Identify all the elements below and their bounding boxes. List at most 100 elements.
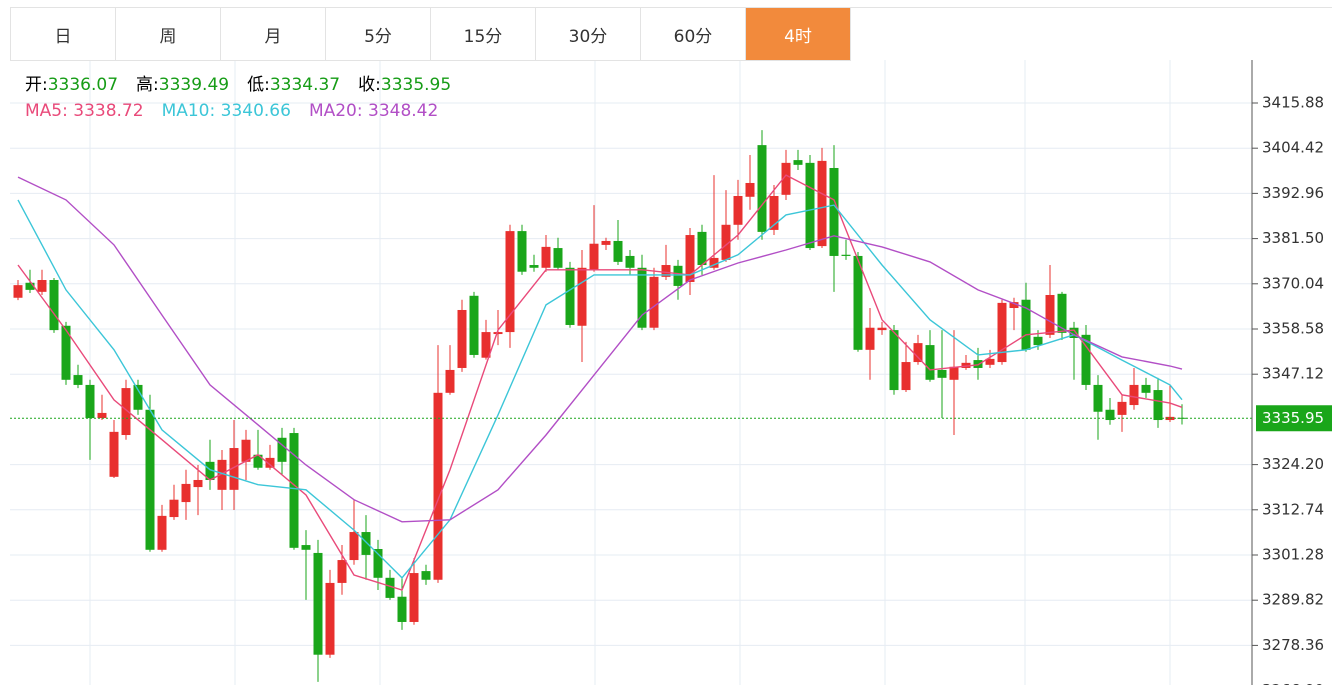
legend-item: MA10: 3340.66 xyxy=(162,98,291,124)
period-tab[interactable]: 5分 xyxy=(326,8,431,61)
period-tab[interactable]: 15分 xyxy=(431,8,536,61)
candle-body xyxy=(109,431,119,477)
candle-body xyxy=(625,255,635,268)
candle-body xyxy=(13,285,23,298)
candle-body xyxy=(169,499,179,518)
ohlc-label: 高: xyxy=(136,75,159,95)
candle-body xyxy=(781,162,791,195)
last-price-label: 3335.95 xyxy=(1262,409,1324,427)
candle-body xyxy=(745,182,755,197)
candle-body xyxy=(697,231,707,266)
candle-body xyxy=(913,343,923,363)
period-tab[interactable]: 日 xyxy=(11,8,116,61)
candle-body xyxy=(397,596,407,622)
candle-body xyxy=(901,362,911,391)
candle-body xyxy=(1141,384,1151,393)
ma-line xyxy=(17,199,1183,579)
y-tick-label: 3358.58 xyxy=(1262,319,1324,337)
candle-body xyxy=(817,160,827,247)
legend-item: MA5: 3338.72 xyxy=(25,98,144,124)
legend-value: 3338.72 xyxy=(73,101,144,121)
candle-body xyxy=(265,457,275,468)
candle-body xyxy=(1105,409,1115,421)
y-tick-label: 3347.12 xyxy=(1262,365,1324,383)
period-tab[interactable]: 60分 xyxy=(641,8,746,61)
ohlc-item: 开:3336.07 xyxy=(25,72,118,98)
candle-body xyxy=(637,267,647,328)
info-header: 开:3336.07 高:3339.49 低:3334.37 收:3335.95 MA5… xyxy=(25,72,451,124)
ma-line xyxy=(17,174,1183,591)
y-tick-label: 3278.36 xyxy=(1262,636,1324,654)
candle-body xyxy=(1153,390,1163,421)
y-tick-label: 3324.20 xyxy=(1262,455,1324,473)
candle-body xyxy=(877,327,887,331)
candle-body xyxy=(1081,334,1091,385)
candle-body xyxy=(133,384,143,410)
candle-body xyxy=(445,369,455,393)
candle-body xyxy=(889,330,899,391)
candle-body xyxy=(565,267,575,325)
candle-body xyxy=(481,332,491,358)
candle-body xyxy=(469,295,479,355)
candle-body xyxy=(1069,327,1079,338)
candle-body xyxy=(181,483,191,503)
candle-body xyxy=(733,195,743,225)
candle-body xyxy=(1117,401,1127,415)
ohlc-value: 3334.37 xyxy=(269,75,341,95)
candle-body xyxy=(229,448,239,490)
candle-body xyxy=(985,358,995,365)
y-tick-label: 3404.42 xyxy=(1262,139,1324,157)
candle-body xyxy=(145,409,155,550)
candle-body xyxy=(685,235,695,282)
candle-body xyxy=(361,532,371,555)
ohlc-value: 3336.07 xyxy=(47,75,119,95)
candle-body xyxy=(289,433,299,548)
candle-body xyxy=(25,282,35,290)
candle-body xyxy=(1021,299,1031,350)
candle-body xyxy=(721,224,731,260)
candle-body xyxy=(433,392,443,580)
candle-body xyxy=(997,302,1007,363)
candle-body xyxy=(829,167,839,256)
candle-body xyxy=(301,545,311,550)
candle-body xyxy=(841,254,851,256)
candle-body xyxy=(769,195,779,230)
candle-body xyxy=(613,240,623,262)
candle-body xyxy=(757,145,767,232)
legend-value: 3348.42 xyxy=(368,101,439,121)
ohlc-item: 收:3335.95 xyxy=(358,72,451,98)
candle-body xyxy=(1033,336,1043,346)
y-tick-label: 3370.04 xyxy=(1262,274,1324,292)
candle-body xyxy=(121,388,131,436)
candle-body xyxy=(349,532,359,561)
candle-body xyxy=(217,459,227,490)
candle-body xyxy=(37,280,47,292)
candle-body xyxy=(325,582,335,655)
candle-body xyxy=(1129,384,1139,406)
candle-body xyxy=(793,160,803,165)
candle-body xyxy=(865,327,875,350)
candle-body xyxy=(313,552,323,655)
candle-body xyxy=(589,243,599,270)
y-tick-label: 3392.96 xyxy=(1262,184,1324,202)
ohlc-label: 收: xyxy=(358,75,381,95)
candle-body xyxy=(661,265,671,277)
period-tab[interactable]: 周 xyxy=(116,8,221,61)
candle-body xyxy=(157,515,167,550)
candle-body xyxy=(97,412,107,419)
candle-body xyxy=(925,345,935,380)
period-tab[interactable]: 4时 xyxy=(746,8,851,61)
candle-body xyxy=(409,573,419,622)
candle-body xyxy=(85,384,95,419)
period-tab[interactable]: 30分 xyxy=(536,8,641,61)
candle-body xyxy=(853,255,863,350)
candle-body xyxy=(937,369,947,378)
candle-body xyxy=(253,454,263,468)
legend-item: MA20: 3348.42 xyxy=(309,98,438,124)
period-tab[interactable]: 月 xyxy=(221,8,326,61)
candle-body xyxy=(373,549,383,578)
y-tick-label: 3266.90 xyxy=(1262,681,1324,685)
ohlc-label: 开: xyxy=(25,75,48,95)
candle-body xyxy=(49,280,59,331)
candle-body xyxy=(529,265,539,268)
